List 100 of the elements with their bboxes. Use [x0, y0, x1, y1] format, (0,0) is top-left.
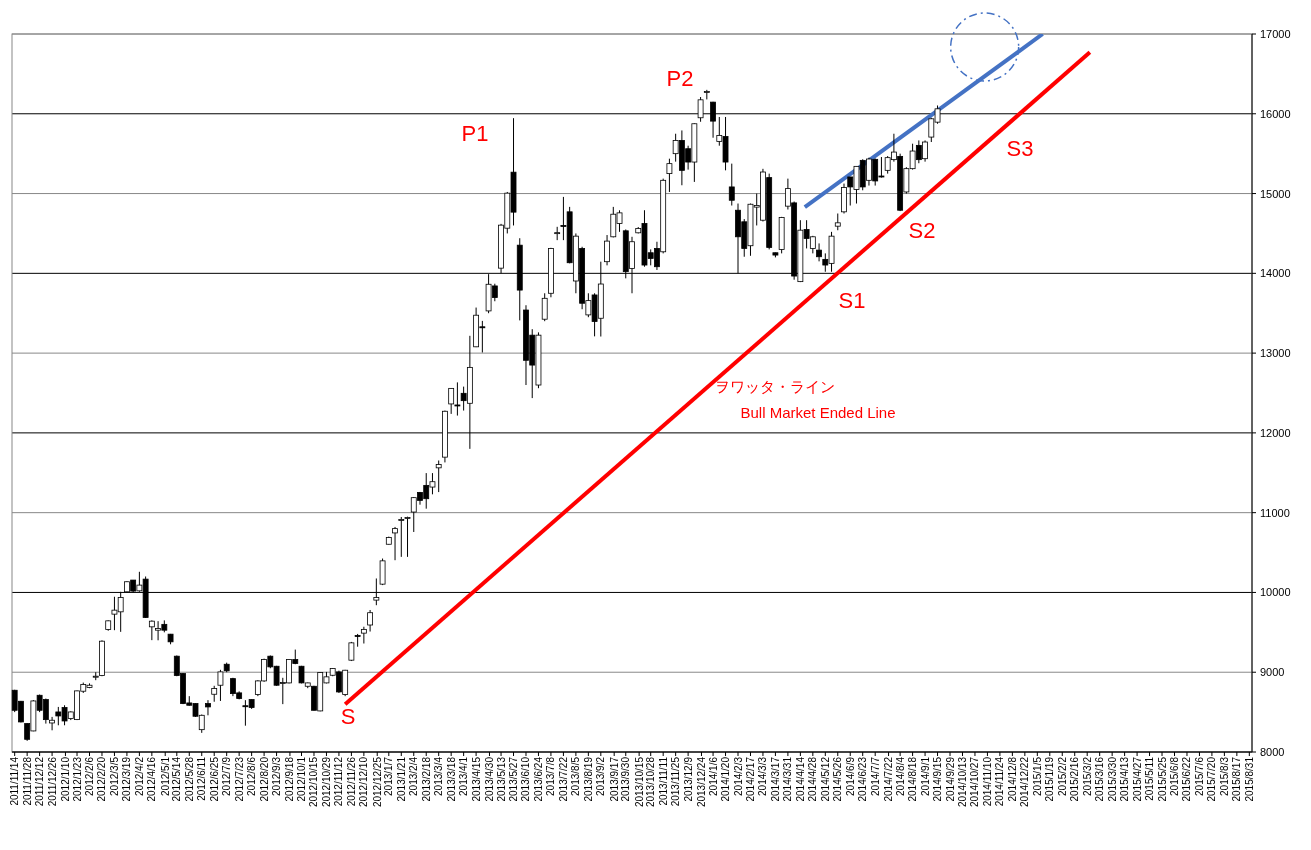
x-tick-label: 2012/11/12	[333, 756, 345, 807]
x-tick-label: 2012/1/10	[59, 756, 71, 802]
x-tick-label: 2013/8/5	[570, 756, 582, 796]
x-tick-label: 2014/1/20	[720, 756, 732, 802]
x-tick-label: 2012/2/20	[96, 756, 108, 802]
annotation: S1	[838, 287, 866, 313]
x-tick-label: 2014/11/10	[981, 756, 993, 807]
y-tick-label: 8000	[1260, 746, 1285, 758]
x-tick-label: 2014/2/3	[732, 756, 744, 796]
y-tick-label: 13000	[1260, 347, 1291, 360]
x-tick-label: 2013/4/30	[483, 756, 495, 802]
x-tick-label: 2013/4/15	[470, 756, 482, 802]
x-tick-label: 2015/4/13	[1119, 756, 1131, 802]
x-tick-label: 2014/1/6	[707, 756, 719, 796]
x-tick-label: 2013/6/24	[532, 756, 544, 802]
x-tick-label: 2013/7/22	[557, 756, 569, 802]
x-tick-label: 2013/9/2	[595, 756, 607, 796]
x-tick-label: 2014/9/29	[944, 756, 956, 802]
annotation: S2	[908, 217, 936, 243]
y-tick-label: 9000	[1260, 666, 1285, 679]
annotation: S	[340, 703, 356, 729]
x-tick-label: 2015/3/16	[1094, 756, 1106, 802]
x-tick-label: 2015/5/25	[1156, 756, 1168, 802]
x-tick-label: 2014/4/28	[807, 756, 819, 802]
x-tick-label: 2015/1/5	[1031, 756, 1043, 796]
x-tick-label: 2014/9/1	[919, 756, 931, 796]
annotation: ヲワッタ・ライン	[715, 377, 835, 395]
x-tick-label: 2015/2/16	[1069, 756, 1081, 802]
x-tick-label: 2015/2/2	[1056, 756, 1068, 796]
x-tick-label: 2015/6/22	[1181, 756, 1193, 802]
candlestick	[604, 234, 610, 266]
x-tick-label: 2012/12/25	[371, 756, 383, 808]
x-tick-label: 2013/10/28	[645, 756, 657, 808]
y-tick-label: 17000	[1260, 28, 1291, 40]
y-tick-label: 11000	[1260, 506, 1290, 519]
annotation: P2	[666, 65, 694, 91]
x-tick-label: 2012/3/5	[108, 756, 120, 796]
x-tick-label: 2014/4/14	[794, 756, 806, 802]
x-tick-label: 2013/4/1	[458, 756, 470, 796]
candlestick	[392, 526, 398, 561]
x-tick-label: 2012/5/14	[171, 756, 183, 802]
x-tick-label: 2011/12/26	[46, 756, 58, 807]
x-tick-label: 2013/12/24	[695, 756, 707, 808]
x-tick-label: 2012/7/23	[233, 756, 245, 802]
x-tick-label: 2014/2/17	[744, 756, 756, 802]
x-tick-label: 2014/9/15	[932, 756, 944, 802]
candlestick	[360, 626, 367, 644]
x-tick-label: 2014/6/9	[844, 756, 856, 796]
x-tick-label: 2012/9/3	[271, 756, 283, 796]
x-tick-label: 2013/11/25	[670, 756, 682, 807]
y-tick-label: 15000	[1260, 187, 1291, 200]
x-tick-label: 2014/5/26	[832, 756, 844, 802]
x-tick-label: 2012/3/19	[121, 756, 133, 802]
x-tick-label: 2012/6/25	[208, 756, 220, 802]
x-tick-label: 2014/3/3	[757, 756, 769, 796]
x-tick-label: 2015/8/17	[1231, 756, 1243, 802]
x-tick-label: 2012/12/10	[358, 756, 370, 808]
candlestick	[728, 163, 735, 207]
x-tick-label: 2013/1/7	[383, 756, 395, 796]
x-tick-label: 2013/6/10	[520, 756, 532, 802]
x-tick-label: 2014/5/12	[819, 756, 831, 802]
x-tick-label: 2012/10/15	[308, 756, 320, 808]
x-tick-label: 2015/4/27	[1131, 756, 1143, 802]
annotation: P1	[461, 120, 489, 146]
x-tick-label: 2014/6/23	[857, 756, 869, 802]
x-tick-label: 2012/5/28	[183, 756, 195, 802]
candlestick	[367, 609, 373, 633]
x-tick-label: 2013/12/9	[682, 756, 694, 802]
x-tick-label: 2015/6/8	[1169, 756, 1180, 796]
x-tick-label: 2011/11/28	[21, 756, 33, 806]
x-tick-label: 2013/2/18	[420, 756, 432, 802]
x-tick-label: 2013/9/17	[608, 756, 620, 802]
x-tick-label: 2013/7/8	[545, 756, 557, 796]
x-tick-label: 2012/4/2	[133, 756, 145, 796]
x-tick-label: 2012/8/20	[258, 756, 270, 802]
x-tick-label: 2015/5/11	[1144, 756, 1156, 801]
annotation: S3	[1006, 135, 1034, 161]
x-tick-label: 2012/1/23	[71, 756, 83, 802]
candlestick	[404, 516, 411, 558]
x-tick-label: 2012/7/9	[221, 756, 233, 796]
x-tick-label: 2013/8/19	[582, 756, 594, 802]
x-tick-label: 2015/3/30	[1106, 756, 1118, 802]
x-tick-label: 2015/7/20	[1206, 756, 1218, 802]
candlestick	[49, 716, 55, 731]
x-tick-label: 2012/10/1	[296, 756, 308, 802]
x-tick-label: 2012/11/26	[345, 756, 357, 807]
x-tick-label: 2013/2/4	[408, 756, 420, 796]
candlestick	[816, 242, 822, 262]
candlestick	[435, 459, 442, 493]
candlestick	[666, 158, 673, 193]
candlestick	[205, 699, 211, 716]
x-tick-label: 2013/1/21	[395, 756, 407, 802]
y-tick-label: 10000	[1260, 586, 1291, 599]
x-tick-label: 2013/5/27	[508, 756, 520, 802]
x-tick-label: 2013/11/11	[657, 756, 669, 806]
x-tick-label: 2013/5/13	[495, 756, 507, 802]
x-tick-label: 2013/10/15	[633, 756, 645, 808]
x-tick-label: 2014/8/18	[907, 756, 919, 802]
candlestick	[379, 558, 386, 586]
x-tick-label: 2015/3/2	[1081, 756, 1093, 796]
